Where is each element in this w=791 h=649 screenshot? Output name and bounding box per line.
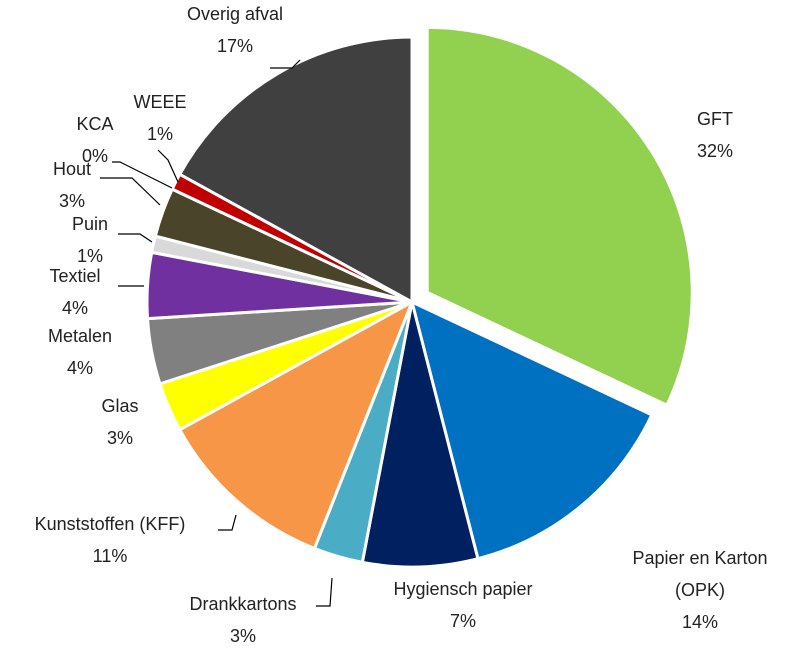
percent-label: 14% — [681, 612, 719, 632]
slice-label: Metalen 4% — [48, 320, 112, 384]
slice-label: Kunststoffen (KFF) 11% — [35, 508, 186, 572]
category-name: Glas — [101, 396, 139, 416]
slice-label: Drankkartons 3% — [189, 588, 296, 649]
slice — [425, 25, 694, 408]
leader-line — [270, 59, 301, 69]
slice-label: Hout 3% — [53, 153, 91, 217]
leader-line — [218, 514, 237, 531]
category-name: Drankkartons — [189, 594, 297, 614]
category-name: Puin — [71, 214, 109, 234]
category-name: Metalen — [47, 326, 113, 346]
category-name: Overig afval — [186, 4, 284, 24]
percent-label: 4% — [66, 358, 94, 378]
category-name: Papier en Karton (OPK) — [632, 548, 768, 600]
category-name: Textiel — [49, 266, 101, 286]
category-name: KCA — [76, 114, 114, 134]
slice-label: Glas 3% — [101, 390, 138, 454]
category-name: Kunststoffen (KFF) — [34, 514, 186, 534]
percent-label: 3% — [58, 191, 85, 211]
slice-label: WEEE 1% — [133, 86, 186, 150]
category-name: Hygiensch papier — [393, 579, 533, 599]
slice-label: Hygiensch papier 7% — [393, 573, 532, 637]
leader-lines — [100, 59, 333, 607]
leader-line — [316, 577, 333, 607]
category-name: WEEE — [133, 92, 187, 112]
percent-label: 17% — [216, 36, 254, 56]
leader-line — [112, 161, 173, 189]
slice — [177, 298, 415, 551]
percent-label: 0% — [81, 146, 109, 166]
percent-label: 7% — [449, 611, 477, 631]
percent-label: 3% — [229, 626, 257, 646]
percent-label: 4% — [61, 298, 88, 318]
slice — [177, 35, 414, 305]
slices — [145, 25, 694, 569]
slice — [409, 299, 654, 561]
percent-label: 32% — [696, 141, 734, 161]
percent-label: 3% — [106, 428, 134, 448]
slice-label: Textiel 4% — [49, 260, 100, 324]
slice — [360, 301, 480, 569]
leader-line — [157, 149, 179, 183]
percent-label: 11% — [92, 546, 128, 566]
slice-label: GFT 32% — [697, 103, 733, 167]
slice-label: Puin 1% — [72, 208, 108, 272]
leader-line — [118, 233, 153, 243]
slice-label: Papier en Karton (OPK) 14% — [615, 542, 785, 638]
slice-label: KCA 0% — [76, 108, 113, 172]
category-name: GFT — [697, 109, 733, 129]
percent-label: 1% — [146, 124, 174, 144]
leader-line — [100, 177, 161, 206]
category-name: Hout — [52, 159, 92, 179]
percent-label: 1% — [76, 246, 103, 266]
slice-label: Overig afval 17% — [187, 0, 283, 62]
